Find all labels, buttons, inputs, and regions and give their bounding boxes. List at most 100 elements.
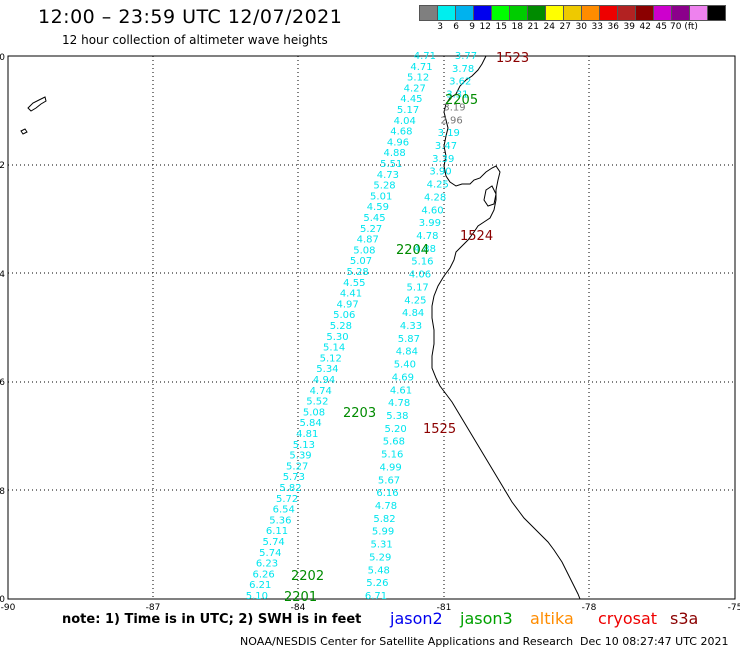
wave-height-value: 5.30 (326, 332, 348, 343)
wave-height-value: 4.78 (375, 501, 397, 512)
wave-height-value: 4.25 (404, 295, 426, 306)
wave-height-value: 5.13 (293, 440, 315, 451)
wave-height-value: 5.45 (363, 213, 385, 224)
legend-label: 36 (607, 22, 619, 32)
wave-height-value: 6.71 (365, 591, 387, 602)
wave-height-value: 3.31 (446, 90, 468, 101)
wave-height-value: 6.21 (249, 580, 271, 591)
wave-height-value: 5.84 (299, 418, 321, 429)
map-subtitle: 12 hour collection of altimeter wave hei… (62, 33, 328, 47)
wave-height-value: 5.48 (368, 565, 390, 576)
wave-height-value: 3.19 (443, 102, 465, 113)
coastline (431, 55, 581, 600)
wave-height-value: 5.31 (370, 540, 392, 551)
satellite-name: cryosat (598, 609, 658, 628)
wave-height-value: 5.74 (263, 537, 285, 548)
pass-time-label: 2204 (396, 243, 429, 258)
wave-height-value: 4.96 (387, 137, 409, 148)
pass-time-label: 1525 (423, 422, 456, 437)
wave-height-value: 3.78 (452, 64, 474, 75)
wave-height-value: 4.45 (400, 94, 422, 105)
wave-height-value: 4.27 (404, 83, 426, 94)
footer-note: note: 1) Time is in UTC; 2) SWH is in fe… (62, 612, 362, 627)
wave-height-value: 5.34 (316, 364, 338, 375)
legend-labels: 3 6 9 12 15 18 21 24 27 30 33 36 39 42 45 70 (ft) (420, 22, 726, 32)
wave-height-value: 4.71 (410, 62, 432, 73)
wave-height-value: 5.27 (286, 461, 308, 472)
wave-height-value: 4.25 (427, 180, 449, 191)
wave-height-value: 5.38 (386, 411, 408, 422)
wave-height-value: 5.28 (330, 321, 352, 332)
x-axis-label: -81 (437, 603, 452, 613)
legend-label: 12 (479, 22, 491, 32)
legend-label: 6 (453, 22, 459, 32)
y-axis-label: -4 (0, 270, 5, 280)
wave-height-value: 5.51 (380, 159, 402, 170)
credit-line: NOAA/NESDIS Center for Satellite Applica… (240, 635, 574, 648)
satellite-name: jason2 (390, 609, 443, 628)
galapagos-islands (20, 96, 47, 135)
wave-height-value: 5.17 (397, 105, 419, 116)
legend-label: 21 (527, 22, 539, 32)
wave-height-value: 5.99 (372, 527, 394, 538)
wave-height-value: 5.10 (246, 591, 268, 602)
wave-height-value: 4.59 (367, 202, 389, 213)
wave-height-value: 5.07 (350, 256, 372, 267)
legend-label: 39 (623, 22, 635, 32)
wave-height-value: 4.41 (340, 289, 362, 300)
wave-height-value: 5.36 (269, 515, 291, 526)
wave-height-value: 6.26 (252, 569, 274, 580)
grid-lines (8, 56, 735, 599)
pass-time-label: 2201 (284, 590, 317, 605)
wave-height-value: 5.74 (259, 548, 281, 559)
legend-label: 3 (437, 22, 443, 32)
legend-label: 27 (559, 22, 571, 32)
y-axis-label: -6 (0, 378, 5, 388)
x-axis-labels: -90 -87 -84 -81 -78 -75 (1, 603, 740, 613)
wave-height-value: 5.29 (369, 552, 391, 563)
wave-height-value: 6.11 (266, 526, 288, 537)
legend-label: 45 (655, 22, 667, 32)
wave-height-value: 5.68 (383, 437, 405, 448)
satellite-name: altika (530, 609, 574, 628)
wave-height-value: 4.88 (414, 244, 436, 255)
pass-time-label: 2205 (445, 93, 478, 108)
wave-height-value: 4.81 (296, 429, 318, 440)
wave-height-value: 5.16 (381, 450, 403, 461)
x-axis-label: -75 (728, 603, 740, 613)
wave-height-value: 5.26 (366, 578, 388, 589)
legend-label: 15 (495, 22, 507, 32)
wave-height-value: 5.08 (353, 245, 375, 256)
wave-height-value: 4.84 (396, 347, 418, 358)
legend-label: 9 (469, 22, 475, 32)
wave-height-value: 5.12 (407, 73, 429, 84)
track-b-observations: 3.773.783.623.313.192.963.193.473.393.90… (365, 51, 477, 602)
wave-height-value: 3.62 (449, 77, 471, 88)
wave-height-value: 4.94 (313, 375, 335, 386)
legend-label: 70 (ft) (670, 22, 698, 32)
wave-height-value: 4.33 (400, 321, 422, 332)
wave-height-value: 5.52 (306, 397, 328, 408)
pass-time-label: 1523 (496, 51, 529, 66)
wave-height-value: 2.96 (440, 115, 462, 126)
wave-height-value: 6.23 (256, 559, 278, 570)
legend-label: 42 (639, 22, 651, 32)
wave-height-value: 5.67 (378, 475, 400, 486)
wave-height-value: 5.08 (303, 407, 325, 418)
y-axis-label: 0 (0, 53, 5, 63)
wave-height-value: 4.74 (310, 386, 332, 397)
color-legend: 3 6 9 12 15 18 21 24 27 30 33 36 39 42 45 70 (ft) (419, 5, 726, 32)
wave-height-value: 6.16 (376, 488, 398, 499)
wave-height-value: 5.73 (283, 472, 305, 483)
pass-time-label: 1524 (460, 229, 493, 244)
wave-height-value: 5.16 (411, 257, 433, 268)
wave-height-value: 5.14 (323, 343, 345, 354)
wave-height-value: 4.68 (390, 127, 412, 138)
pass-time-labels: 1523 2205 1524 2204 2203 1525 2202 2201 (284, 51, 529, 605)
wave-height-value: 4.73 (377, 170, 399, 181)
y-axis-label: -2 (0, 161, 5, 171)
legend-swatches (419, 5, 726, 21)
timestamp: Dec 10 08:27:47 UTC 2021 (580, 635, 729, 648)
wave-height-value: 6.54 (273, 505, 295, 516)
